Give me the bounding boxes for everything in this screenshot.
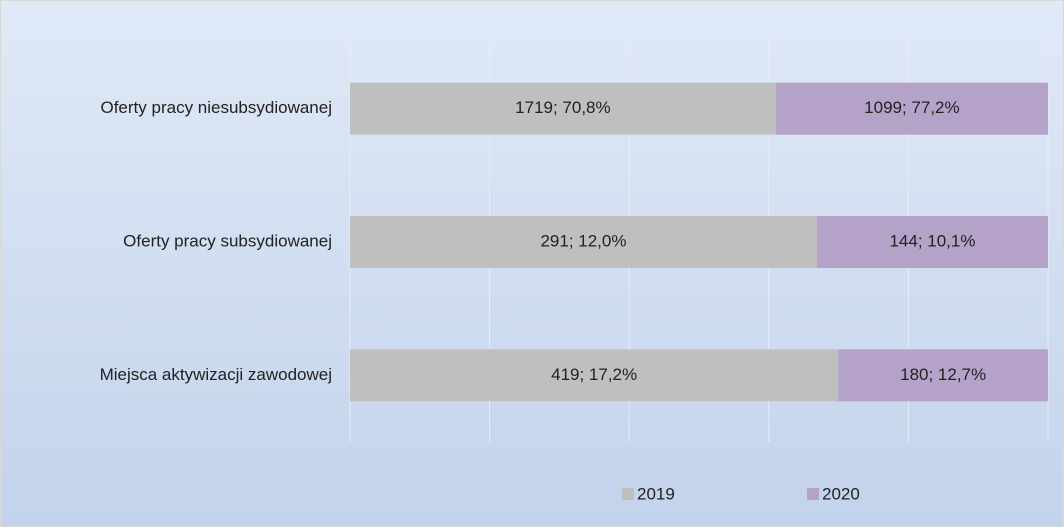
bar-segment <box>816 216 1048 268</box>
data-label: 1719; 70,8% <box>515 98 610 117</box>
bar-segment <box>350 216 817 268</box>
data-label: 144; 10,1% <box>889 231 975 250</box>
bar-segment <box>775 82 1048 135</box>
data-label: 291; 12,0% <box>540 231 626 250</box>
bar-segment <box>350 349 839 402</box>
bar-segment <box>838 349 1048 402</box>
data-label: 180; 12,7% <box>900 365 986 384</box>
category-label: Oferty pracy niesubsydiowanej <box>100 98 332 117</box>
category-label: Oferty pracy subsydiowanej <box>123 231 332 250</box>
bar-segment <box>350 82 776 135</box>
data-label: 419; 17,2% <box>551 365 637 384</box>
legend-label: 2020 <box>822 484 860 503</box>
data-label: 1099; 77,2% <box>864 98 959 117</box>
category-label: Miejsca aktywizacji zawodowej <box>100 365 332 384</box>
legend-swatch <box>622 488 634 500</box>
legend-label: 2019 <box>637 484 675 503</box>
legend-swatch <box>807 488 819 500</box>
